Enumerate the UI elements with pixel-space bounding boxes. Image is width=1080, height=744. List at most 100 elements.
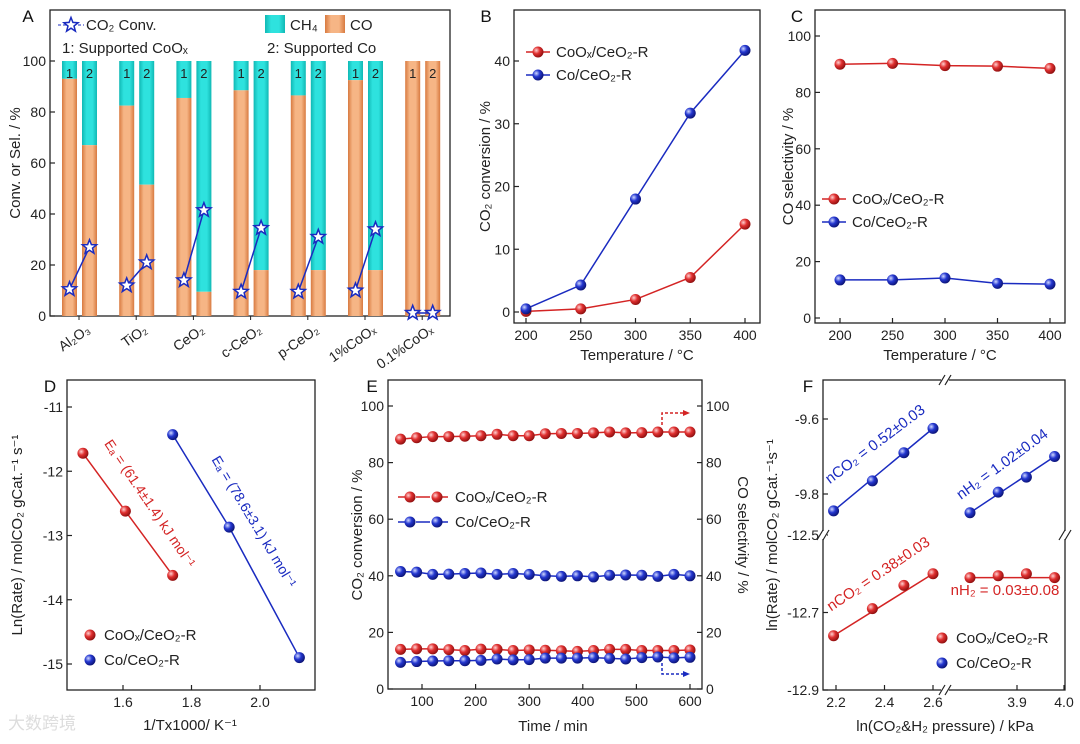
- ch4-bar-segment: [348, 61, 363, 81]
- bar-number-label: 2: [200, 66, 207, 81]
- y-axis-label: ln(Rate) / molCO₂ gCat.⁻¹s⁻¹: [764, 439, 781, 631]
- fit-line: [969, 455, 1056, 514]
- data-point: [411, 656, 423, 668]
- conversion-line: [183, 209, 205, 281]
- data-point: [739, 44, 751, 56]
- y-tick-label: 0: [706, 681, 714, 697]
- x-axis-label: Temperature / °C: [883, 347, 997, 364]
- y-tick-label: 0: [502, 304, 510, 320]
- data-point: [1049, 572, 1061, 584]
- y-tick-label: -12.9: [787, 682, 819, 698]
- y-tick-label: -12.5: [787, 527, 819, 543]
- data-point: [427, 643, 439, 655]
- legend-label: CoOₓ/CeO₂-R: [104, 627, 197, 644]
- data-point: [964, 507, 976, 519]
- conversion-star-marker: [174, 270, 193, 289]
- data-point: [459, 430, 471, 442]
- legend-label-co: CO: [350, 17, 373, 34]
- data-point: [630, 193, 641, 205]
- y-tick-label: -13: [43, 528, 63, 544]
- legend-label: Co/CeO₂-R: [455, 514, 531, 531]
- y-tick-label: 20: [706, 624, 722, 640]
- data-point: [555, 570, 567, 582]
- category-label: c-CeO₂: [218, 321, 265, 360]
- data-point: [668, 568, 680, 580]
- conversion-star-marker: [232, 282, 251, 300]
- co-bar-segment: [348, 80, 363, 316]
- data-point: [539, 570, 551, 582]
- watermark: 大数跨境: [8, 714, 76, 733]
- co-bar-segment: [425, 61, 441, 316]
- data-point: [964, 572, 976, 584]
- ch4-bar-segment: [310, 61, 326, 271]
- legend-star-icon: [61, 15, 81, 33]
- data-point: [427, 655, 439, 667]
- data-point: [652, 570, 664, 582]
- data-point: [395, 433, 407, 445]
- category-label: p-CeO₂: [274, 321, 321, 361]
- data-point: [992, 570, 1004, 582]
- data-point: [898, 447, 910, 459]
- data-point: [992, 277, 1003, 289]
- data-point: [507, 430, 519, 442]
- legend-marker: [936, 632, 948, 644]
- data-point: [927, 568, 939, 580]
- category-label: 1%CoOₓ: [326, 321, 379, 365]
- panel-label-c: C: [791, 7, 803, 26]
- x-axis-label: 1/Tx1000/ K⁻¹: [143, 717, 237, 734]
- bar-number-label: 1: [180, 66, 187, 81]
- data-point: [604, 643, 616, 655]
- bar-number-label: 1: [409, 66, 416, 81]
- data-point: [620, 427, 632, 439]
- reaction-order-label: nCO₂ = 0.38±0.03: [824, 534, 933, 615]
- y-tick-label: -11: [44, 399, 63, 415]
- data-point: [1020, 471, 1032, 483]
- data-point: [539, 644, 551, 656]
- data-point: [1049, 451, 1061, 462]
- data-point: [866, 603, 878, 615]
- y-tick-label: 60: [30, 155, 46, 171]
- y-tick-label: -9.6: [795, 411, 819, 427]
- x-tick-label: 250: [881, 327, 905, 343]
- conversion-star-marker: [137, 252, 156, 271]
- ch4-bar-segment: [119, 61, 135, 106]
- data-point: [834, 274, 846, 286]
- x-tick-label: 400: [571, 693, 595, 709]
- data-point: [475, 430, 487, 442]
- co-bar-segment: [310, 270, 326, 316]
- legend-label-ch4: CH₄: [290, 17, 318, 34]
- data-point: [119, 505, 131, 517]
- conversion-star-marker: [423, 303, 442, 321]
- data-point: [443, 431, 455, 443]
- category-label: CeO₂: [170, 321, 207, 354]
- data-point: [939, 60, 951, 72]
- data-point: [475, 654, 487, 666]
- right-axis-arrow: [661, 663, 684, 675]
- co-bar-segment: [253, 270, 269, 316]
- y-tick-label: 40: [30, 206, 46, 222]
- x-tick-label: 1.8: [182, 694, 202, 710]
- conversion-star-marker: [309, 227, 328, 245]
- legend-label: CoOₓ/CeO₂-R: [455, 489, 548, 506]
- axis-break-icon: [816, 529, 830, 541]
- bar-number-label: 1: [295, 66, 302, 81]
- x-tick-label: 300: [518, 693, 542, 709]
- data-point: [684, 107, 696, 119]
- arrow-head-icon: [683, 671, 690, 677]
- data-point: [604, 652, 616, 664]
- data-point: [491, 643, 503, 655]
- fit-line: [833, 427, 934, 512]
- data-point: [443, 655, 455, 667]
- data-point: [887, 274, 898, 286]
- ch4-bar-segment: [290, 61, 306, 96]
- x-tick-label: 500: [625, 693, 649, 709]
- legend-label: Co/CeO₂-R: [852, 214, 928, 231]
- y-tick-label: 60: [706, 511, 722, 527]
- conversion-star-marker: [60, 279, 79, 298]
- data-point: [167, 429, 179, 441]
- panel-label-a: A: [22, 7, 34, 26]
- data-point: [575, 279, 587, 291]
- y-tick-label: -14: [43, 592, 63, 608]
- panel-label-e: E: [366, 377, 377, 396]
- conversion-line: [354, 229, 377, 291]
